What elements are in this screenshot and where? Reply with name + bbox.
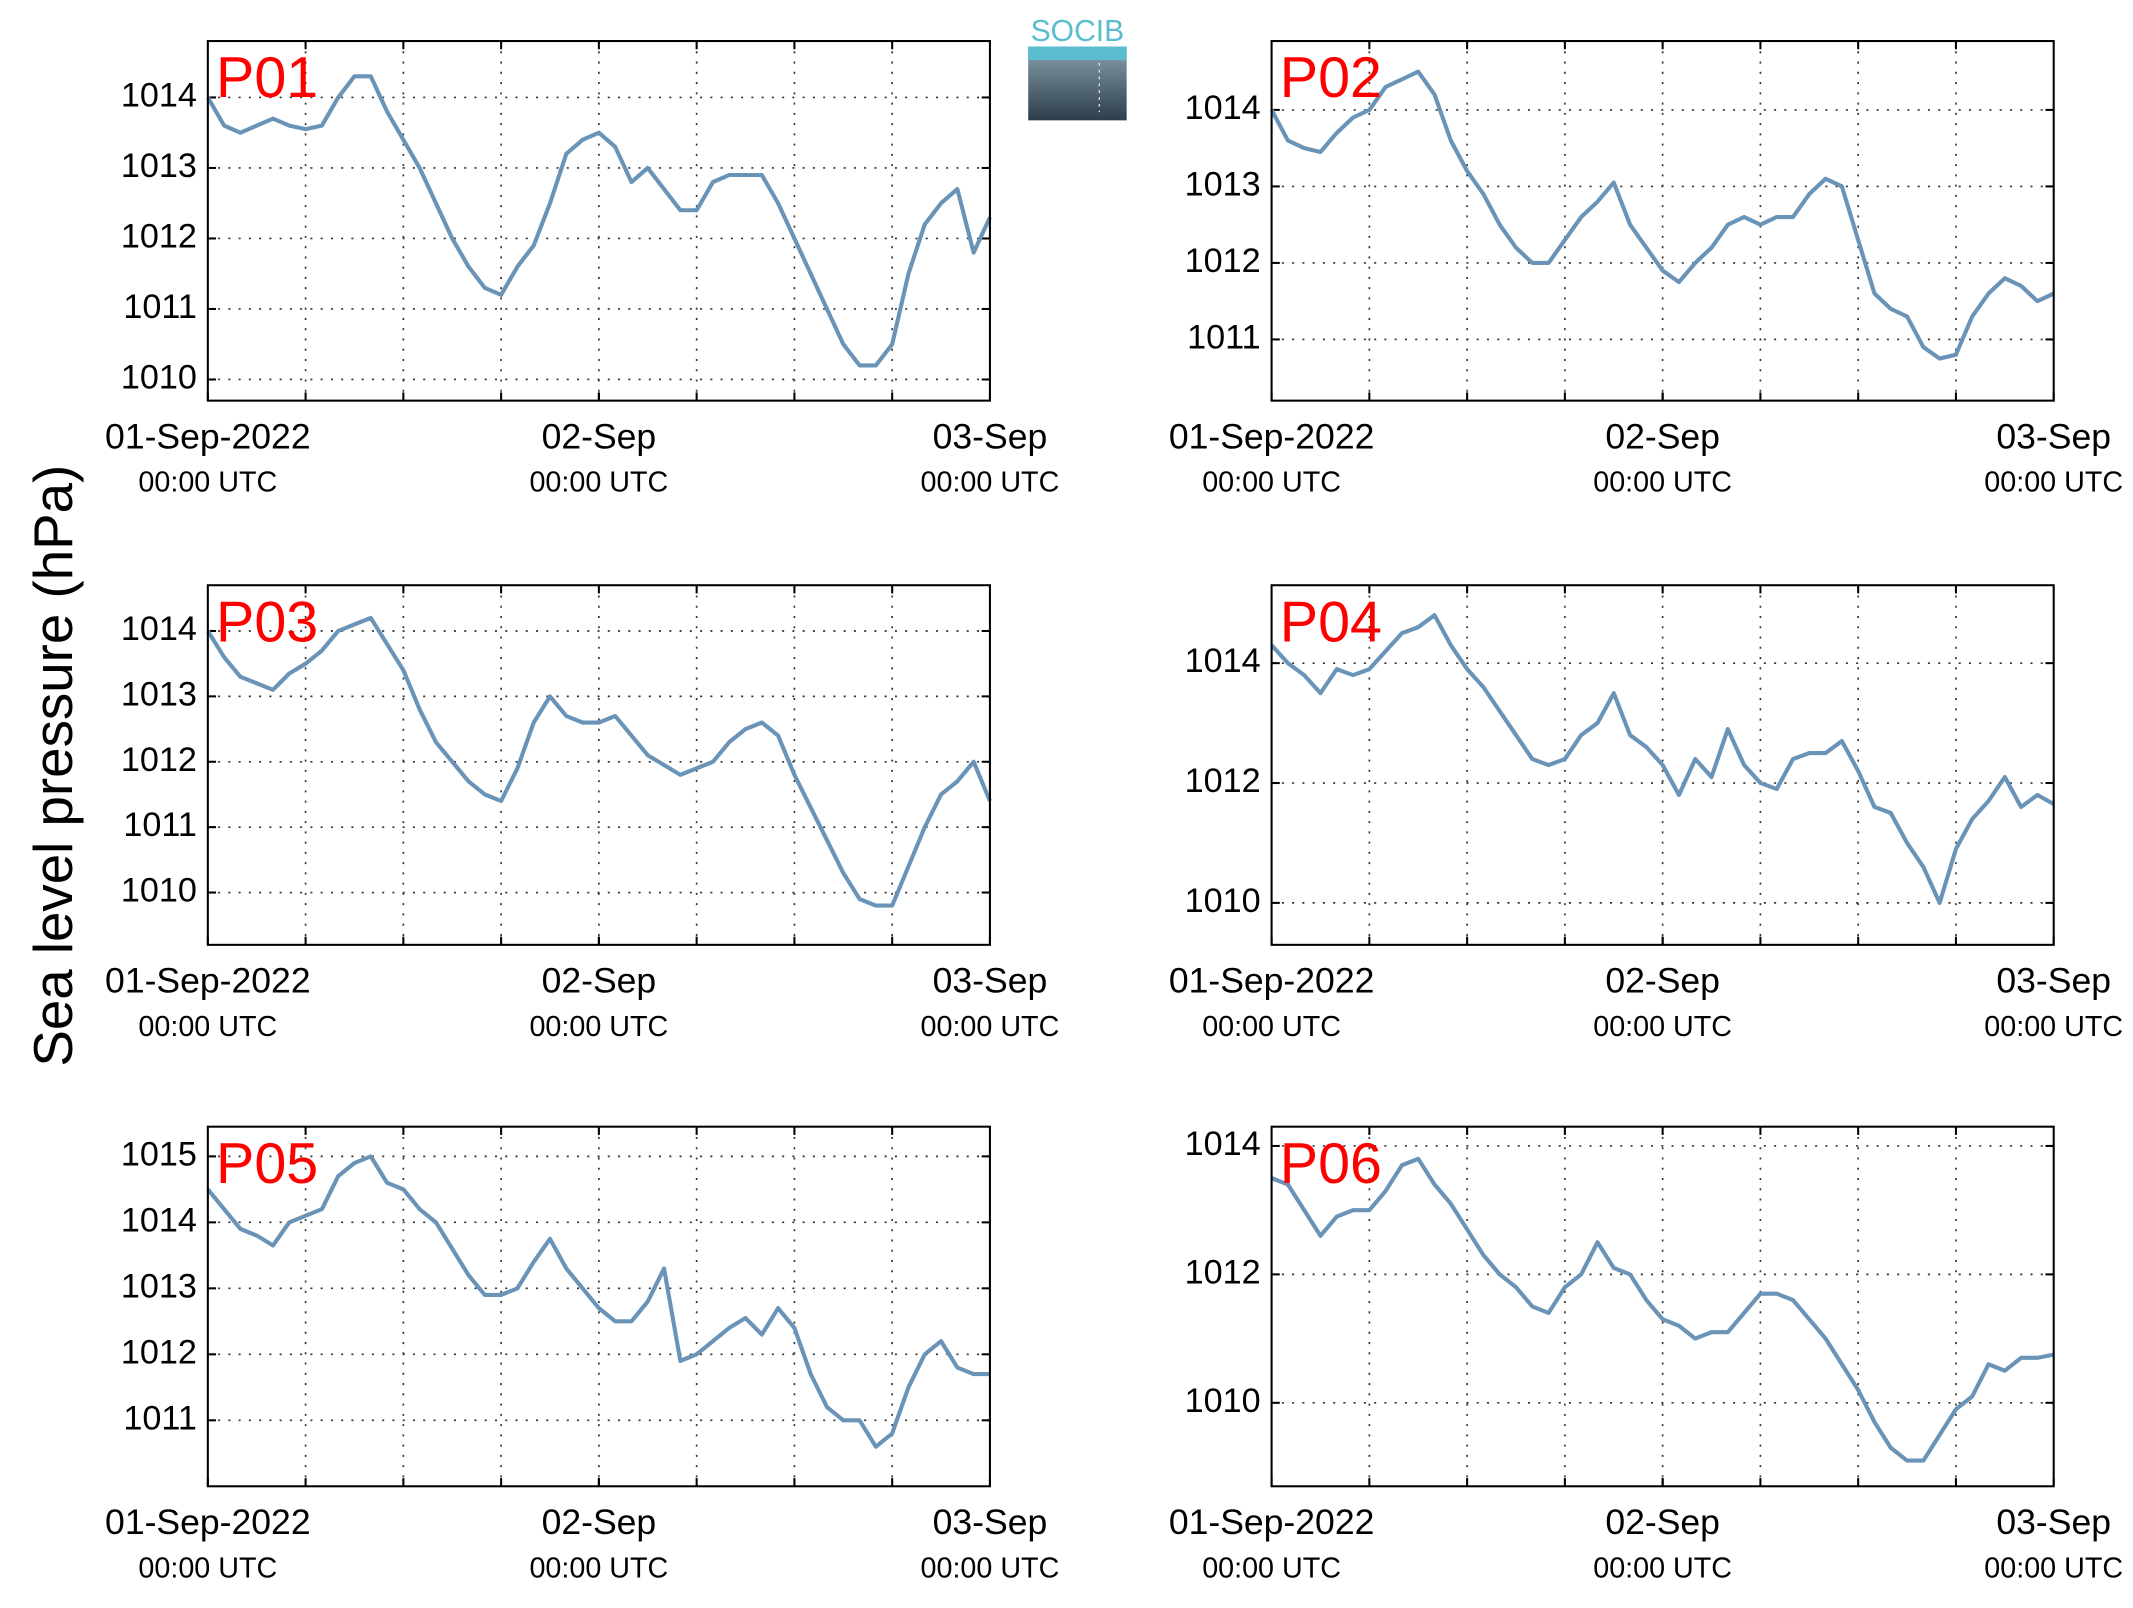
y-tick-label: 1012 [121,741,197,779]
panel: 1010 1012 1014 01-Sep-2022 00:00 UTC 02-Sep 00… [1169,1125,2123,1584]
y-tick-label: 1012 [121,1333,197,1371]
x-tick-label: 01-Sep-2022 [105,961,311,1001]
y-tick-label: 1014 [121,76,197,114]
y-axis-label: Sea level pressure (hPa) [22,465,84,1067]
plot-frame [206,584,991,946]
x-tick-label: 01-Sep-2022 [105,1502,311,1542]
panel: 1010 1012 1014 01-Sep-2022 00:00 UTC 02-Sep 00… [1169,584,2123,1043]
plot-frame [1270,584,2055,946]
y-tick-label: 1011 [1187,318,1260,356]
y-tick-label: 1012 [1185,242,1261,280]
x-tick-label: 01-Sep-2022 [1169,961,1375,1001]
plot-frame [1270,40,2055,402]
logo-text: SOCIB [1031,15,1125,48]
x-tick-sublabel: 00:00 UTC [1593,1552,1732,1584]
panel: 1011 1012 1013 1014 1015 01-Sep-2022 00:00 UTC… [105,1125,1060,1584]
plot-frame [206,40,991,402]
x-tick-label: 02-Sep [1605,416,1720,456]
x-tick-label: 02-Sep [1605,1502,1720,1542]
data-line [206,615,992,908]
panel-title: P06 [1280,1132,1382,1196]
x-tick-label: 03-Sep [1996,961,2111,1001]
panel: 1011 1012 1013 1014 01-Sep-2022 00:00 UTC 02-S… [1169,40,2123,499]
x-tick-sublabel: 00:00 UTC [1984,467,2123,499]
x-tick-sublabel: 00:00 UTC [1593,467,1732,499]
y-tick-label: 1014 [121,610,197,648]
panel: 1010 1011 1012 1013 1014 01-Sep-2022 00:00 UTC… [105,40,1060,499]
x-tick-label: 02-Sep [542,1502,657,1542]
x-tick-sublabel: 00:00 UTC [1202,1011,1341,1043]
x-tick-sublabel: 00:00 UTC [529,1552,668,1584]
x-tick-sublabel: 00:00 UTC [529,467,668,499]
x-tick-label: 03-Sep [933,1502,1048,1542]
x-tick-label: 03-Sep [1996,416,2111,456]
y-tick-label: 1013 [121,675,197,713]
y-tick-label: 1015 [121,1135,197,1173]
x-tick-sublabel: 00:00 UTC [138,467,277,499]
x-tick-label: 03-Sep [1996,1502,2111,1542]
y-tick-label: 1013 [121,1267,197,1305]
y-tick-label: 1012 [1185,762,1261,800]
y-tick-label: 1014 [1185,1125,1261,1163]
y-tick-label: 1012 [121,218,197,256]
plot-area [207,585,990,945]
x-tick-label: 03-Sep [933,961,1048,1001]
y-tick-label: 1014 [1185,642,1261,680]
panel-title: P03 [216,590,318,654]
x-tick-sublabel: 00:00 UTC [921,1552,1060,1584]
x-tick-sublabel: 00:00 UTC [1593,1011,1732,1043]
y-tick-label: 1011 [123,806,196,844]
x-tick-sublabel: 00:00 UTC [1202,1552,1341,1584]
data-line [1269,69,2055,361]
x-tick-sublabel: 00:00 UTC [1984,1011,2123,1043]
plot-area [1271,1126,2054,1487]
x-tick-sublabel: 00:00 UTC [138,1011,277,1043]
x-tick-label: 02-Sep [542,416,657,456]
y-tick-label: 1011 [123,288,196,326]
logo: SOCIB [1028,15,1127,121]
panel-title: P01 [216,46,318,110]
x-tick-label: 01-Sep-2022 [1169,1502,1375,1542]
x-tick-sublabel: 00:00 UTC [921,467,1060,499]
y-tick-label: 1011 [123,1399,196,1437]
x-tick-label: 02-Sep [1605,961,1720,1001]
panel-title: P05 [216,1132,318,1196]
y-tick-label: 1014 [121,1201,197,1239]
x-tick-label: 03-Sep [933,416,1048,456]
data-line [1270,1156,2055,1463]
plot-frame [1270,1125,2055,1488]
x-tick-label: 01-Sep-2022 [105,416,311,456]
panel-title: P04 [1280,590,1382,654]
y-tick-label: 1013 [121,147,197,185]
y-tick-label: 1013 [1185,165,1261,203]
x-tick-sublabel: 00:00 UTC [529,1011,668,1043]
y-tick-label: 1010 [121,359,197,397]
x-tick-sublabel: 00:00 UTC [138,1552,277,1584]
x-tick-sublabel: 00:00 UTC [1984,1552,2123,1584]
logo-wave [1028,46,1127,61]
plot-area [1271,41,2054,401]
panel-title: P02 [1280,46,1382,110]
y-tick-label: 1010 [1185,882,1261,920]
x-tick-label: 01-Sep-2022 [1169,416,1375,456]
y-tick-label: 1014 [1185,89,1261,127]
y-tick-label: 1010 [1185,1382,1261,1420]
data-line [1270,613,2055,905]
plot-frame [206,1125,991,1488]
x-tick-sublabel: 00:00 UTC [921,1011,1060,1043]
x-tick-label: 02-Sep [542,961,657,1001]
y-tick-label: 1012 [1185,1253,1261,1291]
data-line [206,1154,990,1449]
x-tick-sublabel: 00:00 UTC [1202,467,1341,499]
data-line [206,74,992,368]
y-tick-label: 1010 [121,872,197,910]
panel: 1010 1011 1012 1013 1014 01-Sep-2022 00:00 UTC… [105,584,1060,1043]
plot-area [207,41,990,401]
